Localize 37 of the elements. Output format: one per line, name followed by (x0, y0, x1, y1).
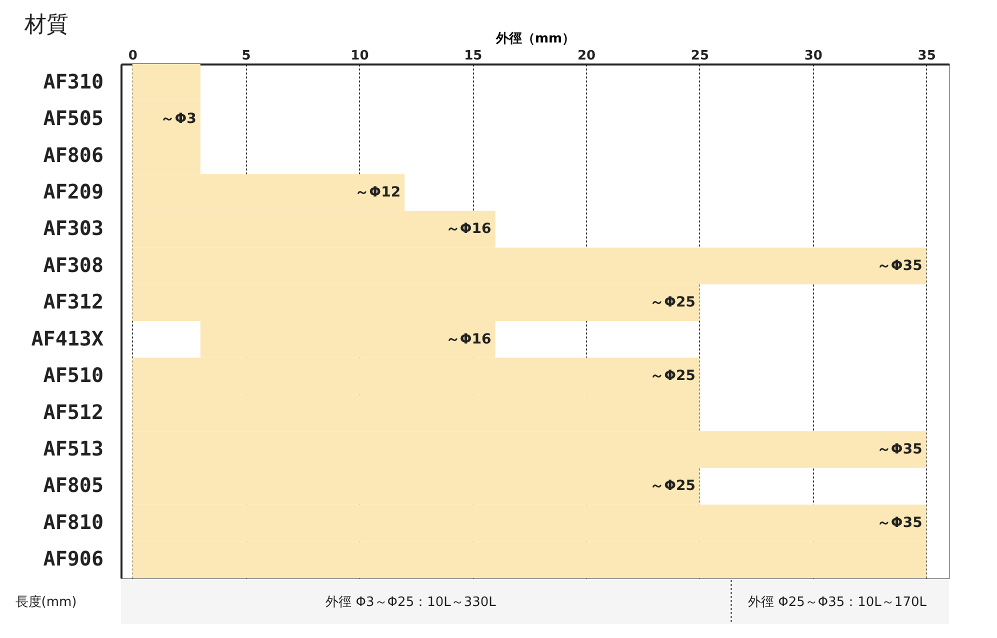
y-axis-title: 材質 (24, 12, 68, 38)
annotation: ～Φ12 (355, 184, 401, 200)
x-tick-label: 15 (464, 48, 482, 64)
annotation: ～Φ25 (650, 478, 696, 494)
annotation: ～Φ16 (446, 221, 492, 238)
y-tick-label: AF510 (43, 363, 104, 388)
x-tick-label: 10 (350, 48, 369, 64)
x-tick-label: 0 (128, 48, 138, 64)
annotation: ～Φ25 (650, 368, 696, 384)
x-tick-label: 25 (690, 48, 710, 64)
annotation: ～Φ35 (876, 514, 922, 531)
y-tick-label: AF806 (43, 142, 104, 167)
y-tick-label: AF308 (43, 252, 104, 277)
y-tick-label: AF413X (31, 326, 104, 350)
text: 外徑 Φ25～Φ35：10L～170L (748, 595, 928, 610)
y-tick-label: AF805 (43, 473, 104, 498)
annotation: ～Φ35 (876, 442, 922, 458)
annotation: ～Φ35 (876, 258, 922, 274)
annotation: ～Φ16 (446, 331, 492, 348)
y-tick-label: AF810 (43, 510, 104, 534)
x-tick-label: 35 (918, 48, 936, 64)
y-tick-label: AF513 (43, 436, 104, 460)
x-tick-label: 30 (804, 48, 822, 64)
annotation: ～Φ3 (160, 111, 196, 128)
y-tick-label: AF310 (43, 69, 104, 94)
x-tick-label: 5 (242, 48, 251, 64)
x-axis-title: 外徑（mm） (494, 32, 576, 46)
y-tick-label: AF505 (43, 106, 104, 130)
y-tick-label: AF906 (43, 546, 104, 571)
text: 長度(mm) (15, 594, 77, 610)
y-tick-label: AF512 (43, 400, 104, 424)
annotation: ～Φ25 (650, 294, 696, 311)
text: 外徑 Φ3～Φ25：10L～330L (326, 595, 497, 610)
y-tick-label: AF209 (43, 180, 104, 204)
x-tick-label: 20 (577, 48, 596, 64)
y-tick-label: AF312 (43, 290, 104, 314)
y-tick-label: AF303 (43, 216, 104, 240)
